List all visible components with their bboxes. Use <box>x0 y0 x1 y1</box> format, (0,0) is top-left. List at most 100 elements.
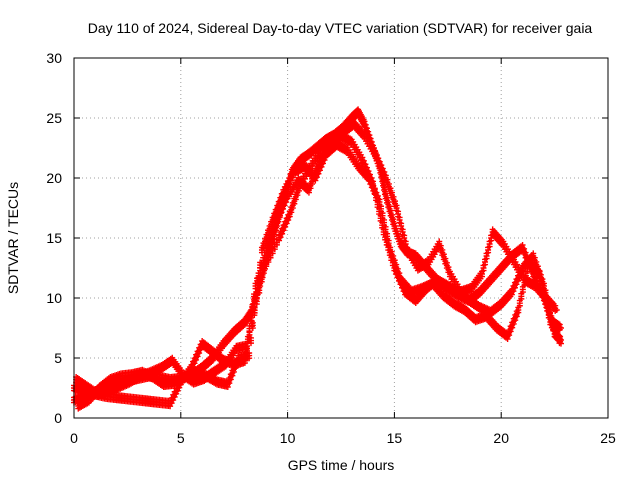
data-point <box>263 236 270 243</box>
data-point <box>266 228 273 235</box>
chart-title: Day 110 of 2024, Sidereal Day-to-day VTE… <box>88 20 593 36</box>
data-point <box>486 243 493 250</box>
x-tick-label: 25 <box>600 430 616 446</box>
data-point <box>276 237 283 244</box>
data-point <box>262 241 269 248</box>
data-point <box>279 230 286 237</box>
data-point <box>167 403 174 410</box>
data-point <box>263 263 270 270</box>
data-point <box>307 185 314 192</box>
data-point <box>313 174 320 181</box>
data-point <box>518 295 525 302</box>
data-point <box>305 189 312 196</box>
data-point <box>252 285 259 292</box>
data-point <box>292 196 299 203</box>
data-point <box>285 217 292 224</box>
data-point <box>513 313 520 320</box>
data-point <box>478 273 485 280</box>
data-point <box>251 312 258 319</box>
data-point <box>271 215 278 222</box>
data-point <box>315 170 322 177</box>
x-tick-label: 20 <box>493 430 509 446</box>
data-point <box>173 390 180 397</box>
data-point <box>224 384 231 390</box>
x-tick-label: 0 <box>70 430 78 446</box>
data-point <box>170 397 177 404</box>
data-point <box>268 223 275 230</box>
data-point <box>283 220 290 227</box>
data-point <box>319 160 326 167</box>
data-point <box>276 212 283 219</box>
data-point <box>257 270 264 277</box>
data-point <box>316 167 323 174</box>
data-point <box>288 209 295 216</box>
data-point <box>271 246 278 253</box>
data-point <box>256 289 263 296</box>
x-tick-label: 15 <box>387 430 403 446</box>
data-point <box>511 284 518 291</box>
data-point <box>255 279 262 286</box>
data-point <box>226 380 233 387</box>
data-point <box>248 323 255 330</box>
data-point <box>280 205 287 212</box>
data-point <box>291 200 298 207</box>
data-point <box>516 302 523 309</box>
series-track-4 <box>73 118 560 400</box>
data-point <box>488 237 495 244</box>
data-point <box>275 203 282 210</box>
data-point <box>258 278 265 285</box>
data-point <box>258 249 265 256</box>
data-point <box>196 350 203 357</box>
data-point <box>168 400 175 407</box>
y-tick-label: 30 <box>46 50 62 66</box>
data-point <box>253 301 260 308</box>
y-tick-label: 25 <box>46 110 62 126</box>
data-point <box>273 241 280 248</box>
data-point <box>278 195 285 202</box>
data-point <box>260 245 267 252</box>
data-point <box>197 346 204 353</box>
data-point <box>506 332 513 339</box>
data-point <box>194 353 201 360</box>
data-point <box>524 268 531 275</box>
data-point <box>480 267 487 274</box>
y-tick-label: 15 <box>46 230 62 246</box>
data-point <box>509 324 516 331</box>
data-point <box>261 267 268 274</box>
data-point <box>278 209 285 216</box>
x-tick-label: 10 <box>280 430 296 446</box>
data-point <box>318 163 325 170</box>
data-point <box>482 261 489 268</box>
data-point <box>267 254 274 261</box>
data-point <box>193 356 200 363</box>
data-point <box>265 232 272 239</box>
data-point <box>274 207 281 214</box>
data-point <box>282 223 289 230</box>
y-axis-label: SDTVAR / TECUs <box>5 182 21 294</box>
data-point <box>553 307 560 313</box>
data-point <box>504 336 511 342</box>
data-point <box>227 376 234 383</box>
data-point <box>230 368 237 375</box>
data-point <box>519 289 526 296</box>
data-point <box>510 320 517 327</box>
plot-series <box>71 106 565 412</box>
y-tick-label: 20 <box>46 170 62 186</box>
data-point <box>321 157 328 164</box>
data-point <box>294 192 301 199</box>
data-point <box>289 205 296 212</box>
data-point <box>295 187 302 194</box>
data-point <box>277 234 284 241</box>
data-point <box>515 309 522 316</box>
data-point <box>283 199 290 206</box>
y-tick-label: 5 <box>54 350 62 366</box>
y-tick-label: 10 <box>46 290 62 306</box>
data-point <box>281 202 288 209</box>
data-point <box>246 334 253 341</box>
data-point <box>286 213 293 220</box>
data-point <box>246 355 253 362</box>
data-point <box>309 181 316 188</box>
data-point <box>229 372 236 379</box>
data-point <box>558 340 565 347</box>
